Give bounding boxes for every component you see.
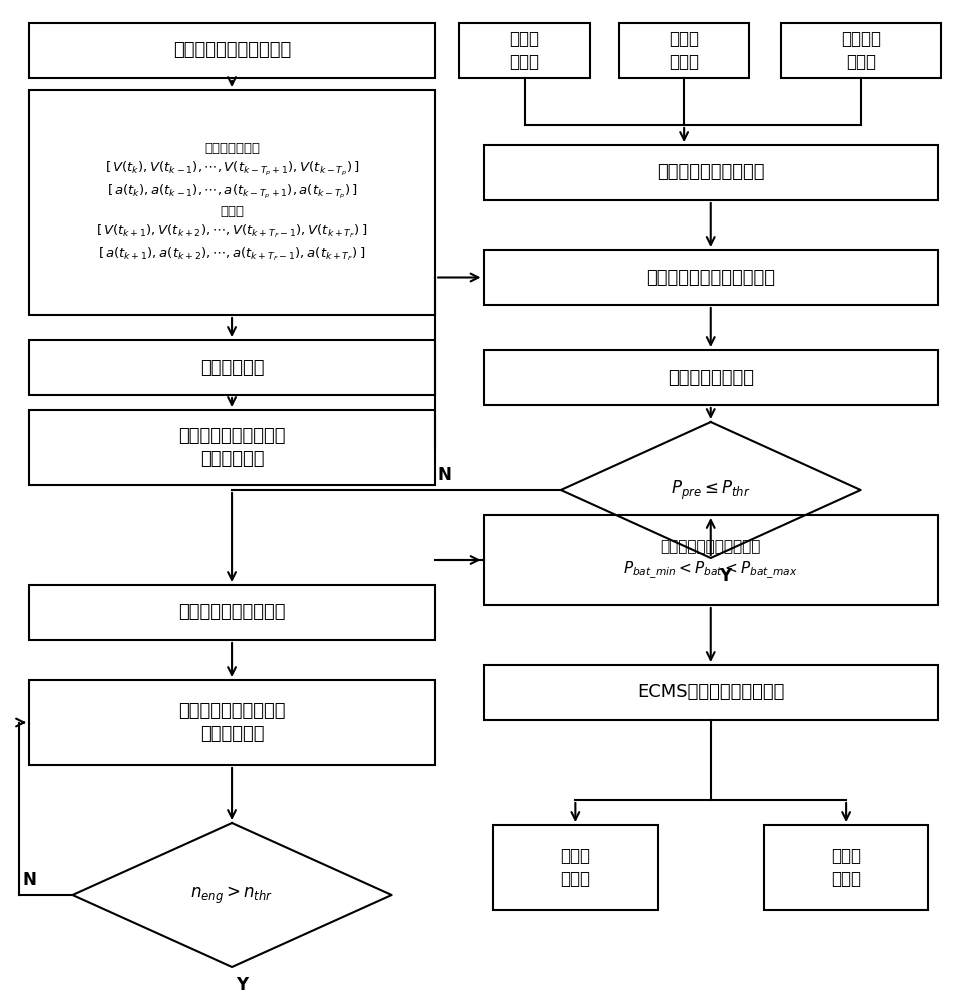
- FancyBboxPatch shape: [484, 515, 938, 605]
- FancyBboxPatch shape: [484, 665, 938, 720]
- Text: 发电机
控制器: 发电机 控制器: [831, 847, 862, 888]
- Text: 神经网络训练: 神经网络训练: [200, 359, 264, 376]
- FancyBboxPatch shape: [29, 340, 435, 395]
- Text: 确定动力电池组功率范围
$P_{bat\_min}<P_{bat}<P_{bat\_max}$: 确定动力电池组功率范围 $P_{bat\_min}<P_{bat}<P_{bat…: [624, 539, 798, 581]
- FancyBboxPatch shape: [484, 145, 938, 200]
- Text: Y: Y: [236, 976, 248, 994]
- FancyBboxPatch shape: [493, 825, 658, 910]
- FancyBboxPatch shape: [29, 410, 435, 485]
- Text: ECMS计算最优发电机功率: ECMS计算最优发电机功率: [637, 684, 784, 702]
- Text: 发动机发电机组发电与
调速协调控制: 发动机发电机组发电与 调速协调控制: [178, 702, 286, 743]
- Text: 神经网络车速和加速度预测: 神经网络车速和加速度预测: [646, 269, 776, 287]
- FancyBboxPatch shape: [459, 23, 590, 78]
- Text: 训练好的车速与加速度
预测神经网络: 训练好的车速与加速度 预测神经网络: [178, 427, 286, 468]
- Text: 发动机发电机组预调速: 发动机发电机组预调速: [178, 603, 286, 621]
- Text: $n_{eng}>n_{thr}$: $n_{eng}>n_{thr}$: [190, 884, 274, 906]
- Text: 驱动电机
控制器: 驱动电机 控制器: [841, 30, 881, 71]
- Text: 发电机
控制器: 发电机 控制器: [669, 30, 699, 71]
- Text: 发动机
控制器: 发动机 控制器: [560, 847, 591, 888]
- Text: $P_{pre}\leq P_{thr}$: $P_{pre}\leq P_{thr}$: [671, 478, 750, 502]
- Text: 提取训练集输入
$[\,V(t_k),V(t_{k-1}),\cdots,V(t_{k-T_p+1}),V(t_{k-T_p})\,]$
$[\,a(t_k),: 提取训练集输入 $[\,V(t_k),V(t_{k-1}),\cdots,V(t…: [97, 142, 367, 263]
- FancyBboxPatch shape: [484, 250, 938, 305]
- FancyBboxPatch shape: [29, 23, 435, 78]
- FancyBboxPatch shape: [764, 825, 928, 910]
- FancyBboxPatch shape: [29, 680, 435, 765]
- Text: 发动机
控制器: 发动机 控制器: [510, 30, 540, 71]
- FancyBboxPatch shape: [781, 23, 941, 78]
- Text: N: N: [22, 871, 36, 889]
- Text: 计算未来需求功率: 计算未来需求功率: [668, 369, 753, 387]
- FancyBboxPatch shape: [29, 585, 435, 640]
- Text: 获取系统当前状态信息: 获取系统当前状态信息: [657, 163, 765, 182]
- FancyBboxPatch shape: [619, 23, 749, 78]
- Text: 实车采集的大量工况数据: 实车采集的大量工况数据: [173, 41, 291, 60]
- FancyBboxPatch shape: [29, 90, 435, 315]
- FancyBboxPatch shape: [484, 350, 938, 405]
- Text: Y: Y: [719, 567, 731, 585]
- Text: N: N: [438, 466, 452, 484]
